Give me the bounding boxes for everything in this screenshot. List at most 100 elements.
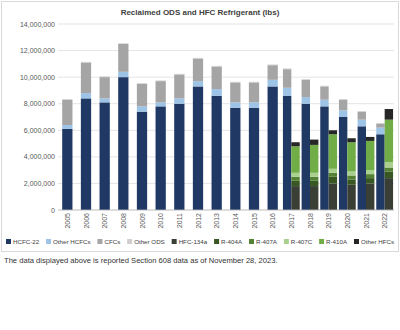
legend-label: HCFC-22 bbox=[13, 238, 40, 245]
bar-segment bbox=[329, 173, 337, 177]
bar-segment bbox=[62, 125, 72, 129]
bar-segment bbox=[156, 102, 166, 106]
bar-segment bbox=[347, 171, 355, 175]
x-tick-label: 2020 bbox=[344, 213, 351, 229]
bar-segment bbox=[230, 82, 240, 102]
footnote: The data displayed above is reported Sec… bbox=[4, 256, 278, 265]
bar-segment bbox=[329, 134, 337, 169]
bar-segment bbox=[302, 79, 310, 81]
bar-segment bbox=[366, 141, 374, 170]
bar-segment bbox=[347, 138, 355, 142]
y-tick-label: 4,000,000 bbox=[24, 153, 55, 160]
bar-segment bbox=[320, 100, 328, 107]
bar-segment bbox=[268, 64, 278, 66]
bar-segment bbox=[358, 120, 366, 127]
bar-segment bbox=[291, 173, 299, 177]
legend-label: CFCs bbox=[104, 238, 120, 245]
bar-segment bbox=[193, 81, 203, 86]
legend-swatch bbox=[172, 239, 177, 244]
bar-segment bbox=[156, 80, 166, 82]
chart: Reclaimed ODS and HFC Refrigerant (lbs)0… bbox=[0, 0, 400, 330]
legend-swatch bbox=[6, 239, 11, 244]
bar-segment bbox=[347, 185, 355, 210]
x-tick-label: 2006 bbox=[83, 213, 90, 229]
bar-segment bbox=[249, 81, 259, 83]
bar-segment bbox=[212, 67, 222, 90]
bar-segment bbox=[137, 112, 147, 210]
bar-segment bbox=[62, 129, 72, 210]
bar-segment bbox=[283, 68, 291, 70]
bar-segment bbox=[385, 109, 393, 120]
legend-swatch bbox=[127, 239, 132, 244]
bar-segment bbox=[291, 177, 299, 181]
bar-segment bbox=[302, 104, 310, 210]
legend-label: R-407C bbox=[291, 238, 313, 245]
bar-segment bbox=[329, 183, 337, 210]
bar-segment bbox=[283, 96, 291, 210]
bar-segment bbox=[385, 167, 393, 171]
legend-label: R-404A bbox=[221, 238, 243, 245]
bar-segment bbox=[193, 86, 203, 210]
bar-segment bbox=[137, 106, 147, 111]
bar-segment bbox=[347, 175, 355, 179]
bar-segment bbox=[137, 84, 147, 107]
bar-segment bbox=[366, 183, 374, 210]
bar-segment bbox=[174, 74, 184, 98]
bar-segment bbox=[81, 61, 91, 63]
x-tick-label: 2021 bbox=[363, 213, 370, 229]
bar-segment bbox=[193, 59, 203, 82]
y-tick-label: 14,000,000 bbox=[20, 21, 55, 28]
bar-segment bbox=[156, 106, 166, 210]
bar-segment bbox=[230, 108, 240, 210]
bar-segment bbox=[230, 81, 240, 83]
bars bbox=[62, 43, 393, 210]
bar-segment bbox=[81, 63, 91, 94]
bar-segment bbox=[320, 85, 328, 87]
y-tick-label: 10,000,000 bbox=[20, 74, 55, 81]
x-tick-label: 2014 bbox=[232, 213, 239, 229]
bar-segment bbox=[385, 178, 393, 210]
bar-segment bbox=[118, 43, 128, 45]
bar-segment bbox=[385, 120, 393, 163]
bar-segment bbox=[249, 108, 259, 210]
bar-segment bbox=[212, 89, 222, 96]
bar-segment bbox=[249, 82, 259, 102]
bar-segment bbox=[100, 77, 110, 98]
bar-segment bbox=[81, 93, 91, 98]
x-tick-label: 2016 bbox=[269, 213, 276, 229]
bar-segment bbox=[329, 177, 337, 184]
bar-segment bbox=[81, 98, 91, 210]
x-axis-line bbox=[58, 210, 394, 211]
legend-label: Other ODS bbox=[134, 238, 165, 245]
bar-segment bbox=[249, 102, 259, 107]
bar-segment bbox=[329, 130, 337, 134]
bar-segment bbox=[366, 137, 374, 141]
bar-segment bbox=[118, 44, 128, 72]
bar-segment bbox=[283, 88, 291, 96]
bar-segment bbox=[310, 173, 318, 177]
x-tick-label: 2011 bbox=[176, 213, 183, 228]
bar-segment bbox=[339, 99, 347, 101]
x-tick-label: 2010 bbox=[157, 213, 164, 229]
bar-segment bbox=[62, 100, 72, 125]
bar-segment bbox=[339, 110, 347, 117]
legend-label: HFC-134a bbox=[179, 238, 208, 245]
bar-segment bbox=[320, 106, 328, 210]
bar-segment bbox=[174, 98, 184, 103]
bar-segment bbox=[376, 128, 384, 135]
x-tick-label: 2015 bbox=[251, 213, 258, 229]
legend-swatch bbox=[214, 239, 219, 244]
x-tick-label: 2017 bbox=[288, 213, 295, 229]
bar-segment bbox=[376, 122, 384, 124]
bar-segment bbox=[193, 57, 203, 59]
x-tick-label: 2005 bbox=[64, 213, 71, 229]
y-axis: 02,000,0004,000,0006,000,0008,000,00010,… bbox=[20, 21, 394, 214]
bar-segment bbox=[366, 178, 374, 183]
bar-segment bbox=[156, 81, 166, 102]
bar-segment bbox=[291, 146, 299, 173]
legend-label: Other HCFCs bbox=[53, 238, 90, 245]
legend-swatch bbox=[249, 239, 254, 244]
legend-swatch bbox=[319, 239, 324, 244]
bar-segment bbox=[291, 186, 299, 210]
bar-segment bbox=[366, 170, 374, 174]
